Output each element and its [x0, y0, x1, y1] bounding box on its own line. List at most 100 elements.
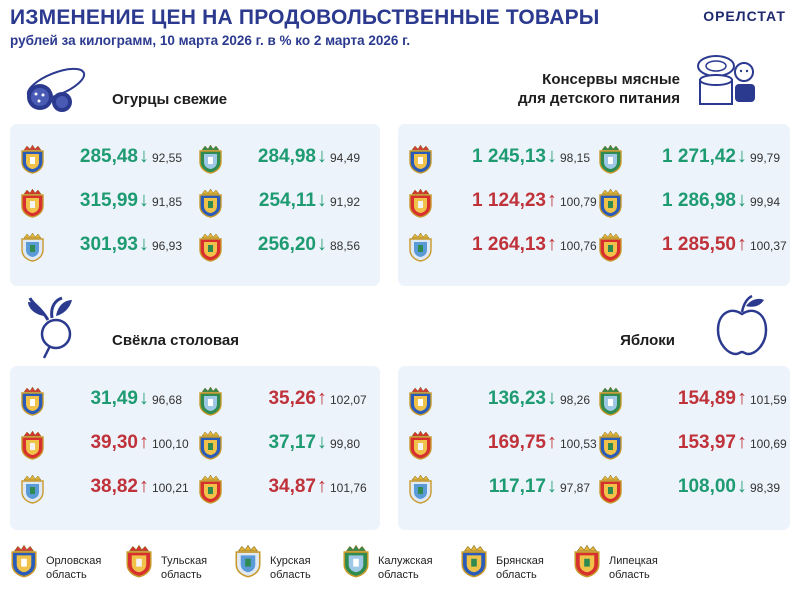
arrow-down-icon: ↓	[139, 233, 149, 255]
price-cell-lipetsk: 1 285,50 ↑ 100,37	[598, 226, 787, 266]
percent-change: 96,68	[152, 393, 183, 407]
percent-change: 99,80	[330, 437, 361, 451]
crest-bryansk-icon	[198, 188, 223, 218]
legend-item-lipetsk: Липецкая область	[573, 540, 683, 590]
price-value: 169,75	[487, 432, 546, 453]
crest-kursk-icon	[20, 474, 45, 504]
price-cell-kursk: 117,17 ↓ 97,87	[408, 468, 596, 508]
price-cell-kursk: 38,82 ↑ 100,21	[20, 468, 195, 508]
percent-change: 98,39	[750, 481, 781, 495]
price-value: 1 286,98	[662, 190, 736, 211]
crest-orel-icon	[20, 144, 45, 174]
legend-label-line1: Калужская	[378, 555, 433, 567]
legend-label: Брянская область	[496, 554, 586, 582]
arrow-down-icon: ↓	[139, 145, 149, 167]
crest-bryansk-icon	[198, 430, 223, 460]
arrow-down-icon: ↓	[547, 387, 557, 409]
cucumber-icon	[26, 67, 86, 112]
price-cell-kursk: 301,93 ↓ 96,93	[20, 226, 195, 266]
legend-label: Тульская область	[161, 554, 251, 582]
percent-change: 100,76	[560, 239, 597, 253]
price-value: 1 285,50	[662, 234, 736, 255]
crest-orel-icon	[408, 386, 433, 416]
legend-label-line1: Брянская	[496, 555, 544, 567]
price-value: 117,17	[488, 476, 546, 497]
arrow-down-icon: ↓	[317, 189, 327, 211]
price-value: 315,99	[79, 190, 138, 211]
crest-kaluga-icon	[598, 386, 623, 416]
price-cell-kaluga: 284,98 ↓ 94,49	[198, 138, 373, 178]
page-subtitle: рублей за килограмм, 10 марта 2026 г. в …	[10, 33, 411, 48]
legend-label-line2: область	[496, 569, 537, 581]
arrow-down-icon: ↓	[317, 233, 327, 255]
percent-change: 94,49	[330, 151, 361, 165]
price-value: 1 124,23	[472, 190, 546, 211]
arrow-down-icon: ↓	[139, 189, 149, 211]
panel-cucumbers: 285,48 ↓ 92,55 284,98 ↓ 94,49 315,99 ↓ 91,85 254,…	[10, 124, 380, 286]
price-cell-lipetsk: 256,20 ↓ 88,56	[198, 226, 373, 266]
section-title-canned-line2: для детского питания	[518, 90, 680, 107]
crest-lipetsk-icon	[598, 232, 623, 262]
legend-item-bryansk: Брянская область	[460, 540, 570, 590]
legend-label: Калужская область	[378, 554, 468, 582]
arrow-up-icon: ↑	[737, 431, 747, 453]
crest-tula-icon	[20, 188, 45, 218]
crest-lipetsk-icon	[573, 544, 601, 578]
arrow-down-icon: ↓	[317, 145, 327, 167]
percent-change: 102,07	[330, 393, 367, 407]
crest-tula-icon	[125, 544, 153, 578]
crest-lipetsk-icon	[198, 474, 223, 504]
legend-label: Курская область	[270, 554, 360, 582]
price-cell-tula: 1 124,23 ↑ 100,79	[408, 182, 597, 222]
crest-tula-icon	[20, 430, 45, 460]
panel-apples: 136,23 ↓ 98,26 154,89 ↑ 101,59 169,75 ↑ 100,53 15…	[398, 366, 790, 530]
legend-label-line2: область	[378, 569, 419, 581]
percent-change: 100,37	[750, 239, 787, 253]
crest-kaluga-icon	[198, 386, 223, 416]
price-value: 34,87	[268, 476, 316, 497]
price-value: 1 271,42	[662, 146, 736, 167]
arrow-up-icon: ↑	[737, 387, 747, 409]
legend-label-line2: область	[46, 569, 87, 581]
price-value: 31,49	[90, 388, 138, 409]
crest-kaluga-icon	[198, 144, 223, 174]
arrow-down-icon: ↓	[737, 145, 747, 167]
arrow-down-icon: ↓	[547, 475, 557, 497]
crest-bryansk-icon	[598, 430, 623, 460]
price-value: 38,82	[90, 476, 138, 497]
legend-label-line1: Курская	[270, 555, 311, 567]
legend-item-orel: Орловская область	[10, 540, 120, 590]
percent-change: 92,55	[152, 151, 183, 165]
price-cell-kaluga: 154,89 ↑ 101,59	[598, 380, 787, 420]
price-cell-orel: 31,49 ↓ 96,68	[20, 380, 195, 420]
legend-label-line1: Орловская	[46, 555, 102, 567]
price-value: 256,20	[257, 234, 316, 255]
section-title-canned: Консервы мясные для детского питания	[470, 70, 680, 108]
price-value: 254,11	[258, 190, 316, 211]
crest-kursk-icon	[408, 232, 433, 262]
arrow-up-icon: ↑	[139, 475, 149, 497]
section-title-apples: Яблоки	[620, 332, 675, 349]
price-cell-bryansk: 153,97 ↑ 100,69	[598, 424, 787, 464]
price-cell-bryansk: 37,17 ↓ 99,80	[198, 424, 373, 464]
legend-label: Липецкая область	[609, 554, 699, 582]
price-cell-kaluga: 35,26 ↑ 102,07	[198, 380, 373, 420]
price-cell-tula: 39,30 ↑ 100,10	[20, 424, 195, 464]
arrow-down-icon: ↓	[139, 387, 149, 409]
arrow-up-icon: ↑	[317, 475, 327, 497]
arrow-up-icon: ↑	[139, 431, 149, 453]
crest-kursk-icon	[234, 544, 262, 578]
arrow-up-icon: ↑	[547, 189, 557, 211]
crest-kursk-icon	[408, 474, 433, 504]
percent-change: 100,21	[152, 481, 189, 495]
price-value: 39,30	[90, 432, 138, 453]
legend-item-tula: Тульская область	[125, 540, 235, 590]
price-cell-lipetsk: 108,00 ↓ 98,39	[598, 468, 786, 508]
price-value: 35,26	[268, 388, 316, 409]
price-value: 284,98	[257, 146, 316, 167]
arrow-up-icon: ↑	[547, 233, 557, 255]
percent-change: 96,93	[152, 239, 183, 253]
percent-change: 100,79	[560, 195, 597, 209]
price-value: 108,00	[677, 476, 736, 497]
crest-lipetsk-icon	[598, 474, 623, 504]
